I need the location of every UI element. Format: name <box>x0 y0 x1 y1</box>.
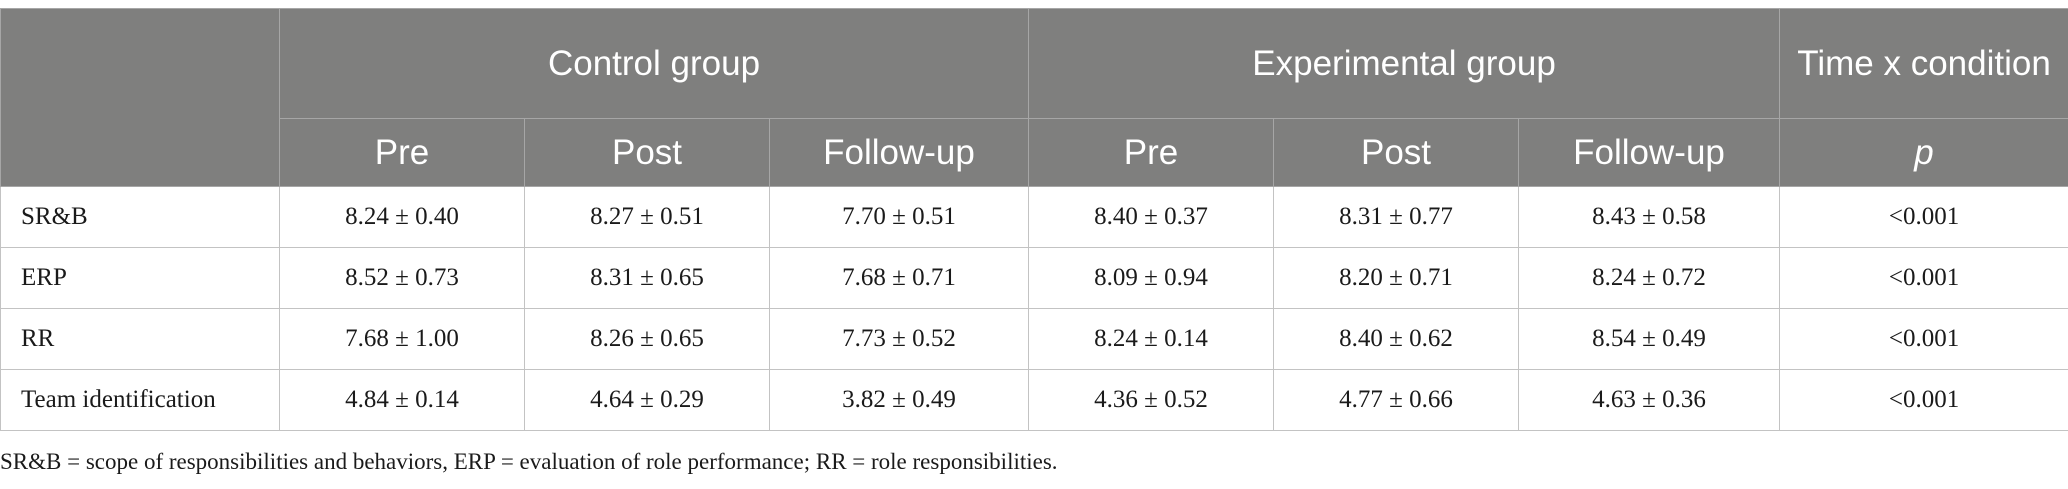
table-cell: 7.68 ± 1.00 <box>279 308 525 370</box>
table-cell: 8.40 ± 0.37 <box>1028 186 1275 248</box>
table-cell: 8.43 ± 0.58 <box>1518 186 1781 248</box>
p-value-cell: <0.001 <box>1779 186 2068 248</box>
experimental-group-header: Experimental group <box>1028 8 1781 119</box>
table-cell: 8.26 ± 0.65 <box>524 308 770 370</box>
p-value-header: p <box>1779 118 2068 187</box>
table-cell: 8.24 ± 0.14 <box>1028 308 1275 370</box>
results-table: Control group Experimental group Time x … <box>0 8 2068 431</box>
table-cell: 8.31 ± 0.77 <box>1273 186 1520 248</box>
table-row-team-identification: Team identification 4.84 ± 0.14 4.64 ± 0… <box>0 369 2068 431</box>
table-row-srb: SR&B 8.24 ± 0.40 8.27 ± 0.51 7.70 ± 0.51… <box>0 186 2068 248</box>
table-cell: 8.52 ± 0.73 <box>279 247 525 309</box>
table-cell: 8.09 ± 0.94 <box>1028 247 1275 309</box>
table-cell: 7.73 ± 0.52 <box>768 308 1030 370</box>
row-label: Team identification <box>0 369 280 431</box>
table-cell: 7.70 ± 0.51 <box>768 186 1030 248</box>
experimental-post-header: Post <box>1273 118 1520 187</box>
control-group-header: Control group <box>278 8 1030 119</box>
table-cell: 4.64 ± 0.29 <box>524 369 770 431</box>
group-header-row: Control group Experimental group Time x … <box>0 8 2068 187</box>
control-post-header: Post <box>524 118 770 187</box>
experimental-follow-up-header: Follow-up <box>1518 118 1781 187</box>
table-cell: 8.20 ± 0.71 <box>1273 247 1520 309</box>
table-cell: 4.63 ± 0.36 <box>1518 369 1781 431</box>
table-cell: 8.40 ± 0.62 <box>1273 308 1520 370</box>
control-pre-header: Pre <box>279 118 525 187</box>
control-follow-up-header: Follow-up <box>768 118 1030 187</box>
p-value-cell: <0.001 <box>1779 247 2068 309</box>
p-value-cell: <0.001 <box>1779 369 2068 431</box>
p-value-cell: <0.001 <box>1779 308 2068 370</box>
table-footnote: SR&B = scope of responsibilities and beh… <box>0 449 1058 474</box>
row-label: SR&B <box>0 186 280 248</box>
table-cell: 8.24 ± 0.72 <box>1518 247 1781 309</box>
table-cell: 8.54 ± 0.49 <box>1518 308 1781 370</box>
sub-header-row: Pre Post Follow-up Pre Post Follow-up p <box>1 118 2068 187</box>
table-cell: 4.36 ± 0.52 <box>1028 369 1275 431</box>
table-cell: 4.77 ± 0.66 <box>1273 369 1520 431</box>
table-cell: 8.31 ± 0.65 <box>524 247 770 309</box>
time-condition-header: Time x condition <box>1779 8 2068 119</box>
table-cell: 3.82 ± 0.49 <box>768 369 1030 431</box>
table-cell: 7.68 ± 0.71 <box>768 247 1030 309</box>
row-label: RR <box>0 308 280 370</box>
row-label: ERP <box>0 247 280 309</box>
table-row-rr: RR 7.68 ± 1.00 8.26 ± 0.65 7.73 ± 0.52 8… <box>0 308 2068 370</box>
table-cell: 8.27 ± 0.51 <box>524 186 770 248</box>
table-cell: 8.24 ± 0.40 <box>279 186 525 248</box>
experimental-pre-header: Pre <box>1028 118 1275 187</box>
table-cell: 4.84 ± 0.14 <box>279 369 525 431</box>
corner-header-cell <box>0 8 280 187</box>
table-row-erp: ERP 8.52 ± 0.73 8.31 ± 0.65 7.68 ± 0.71 … <box>0 247 2068 309</box>
